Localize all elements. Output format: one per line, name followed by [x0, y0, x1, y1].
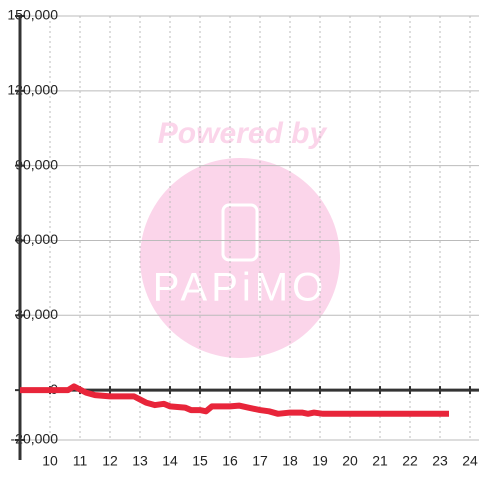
- watermark-icon: [221, 203, 259, 262]
- y-tick-label: 30,000: [15, 306, 58, 322]
- y-tick-label: 120,000: [7, 82, 58, 98]
- y-tick-label: 150,000: [7, 7, 58, 23]
- x-tick-label: 10: [42, 453, 58, 469]
- x-tick-label: 15: [192, 453, 208, 469]
- x-tick-label: 17: [252, 453, 268, 469]
- watermark-logo: PAPiMO: [153, 266, 327, 310]
- y-tick-label: -20,000: [11, 431, 59, 447]
- line: [20, 383, 449, 417]
- y-tick-label: 60,000: [15, 231, 58, 247]
- x-tick-label: 20: [342, 453, 358, 469]
- x-tick-label: 14: [162, 453, 178, 469]
- x-tick-label: 12: [102, 453, 118, 469]
- x-tick-label: 16: [222, 453, 238, 469]
- y-tick-label: 90,000: [15, 156, 58, 172]
- x-tick-label: 21: [372, 453, 388, 469]
- x-tick-label: 11: [73, 453, 88, 469]
- x-tick-label: 18: [282, 453, 298, 469]
- x-tick-label: 22: [402, 453, 418, 469]
- x-tick-label: 23: [432, 453, 448, 469]
- watermark-text: Powered by: [158, 117, 328, 150]
- x-tick-label: 13: [132, 453, 148, 469]
- x-tick-label: 19: [312, 453, 328, 469]
- x-tick-label: 24: [462, 453, 478, 469]
